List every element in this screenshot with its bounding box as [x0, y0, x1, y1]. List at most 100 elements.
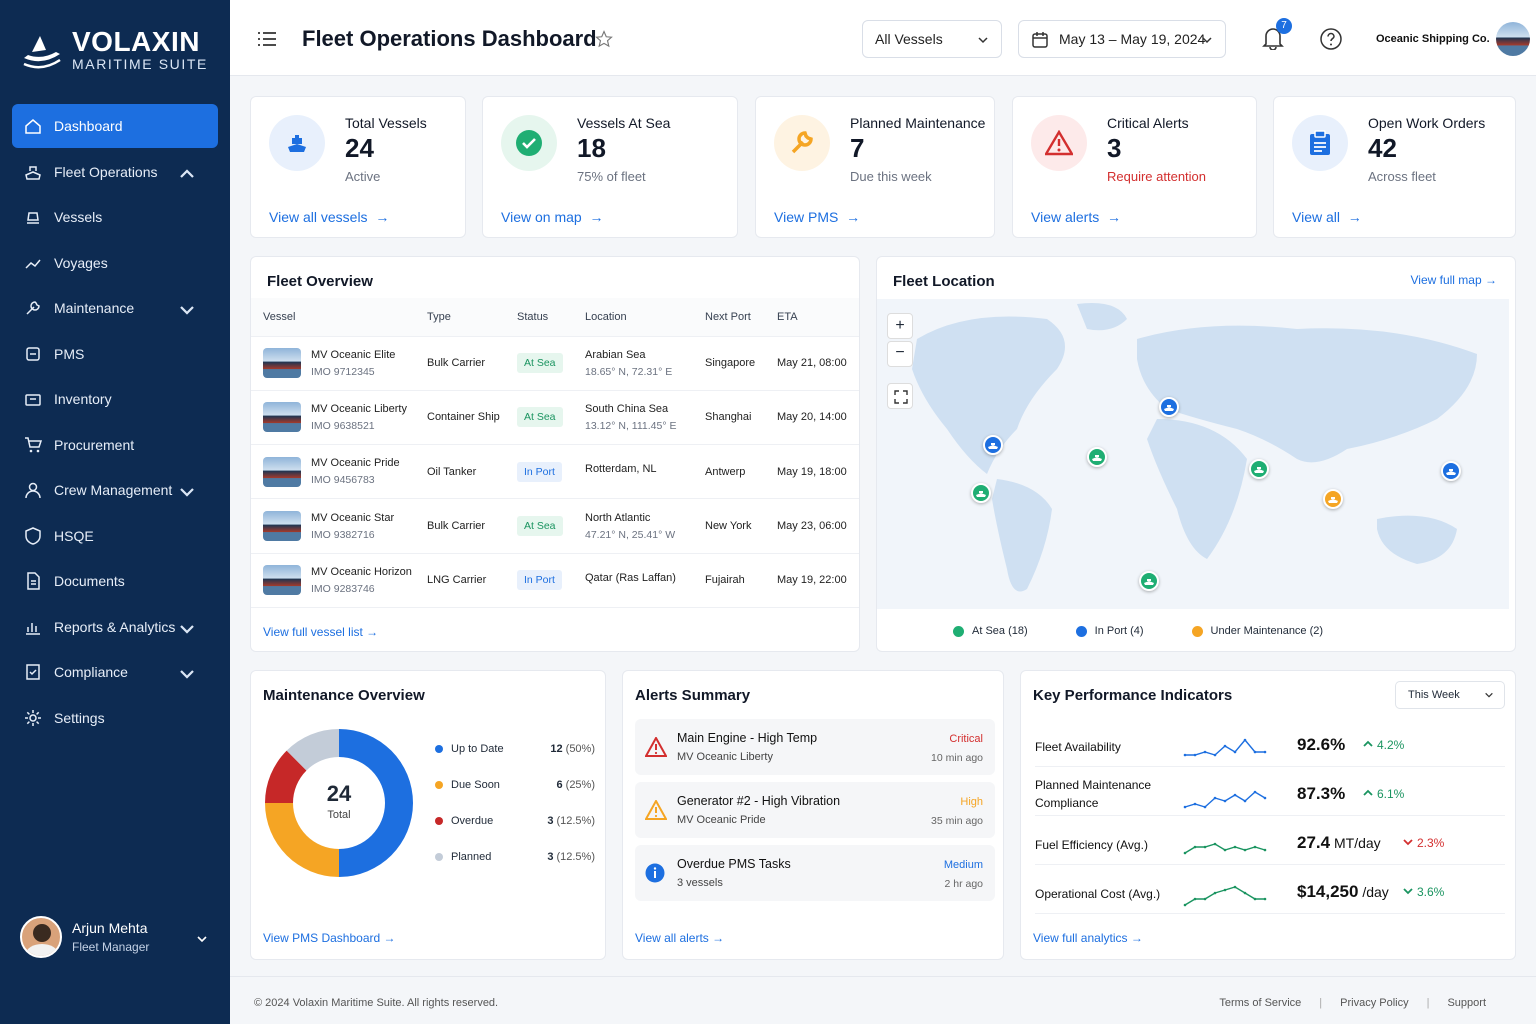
kpi-value: 42 [1368, 133, 1397, 163]
vessel-marker[interactable] [971, 483, 991, 503]
location-cell: Qatar (Ras Laffan) [579, 553, 699, 608]
kpi-row[interactable]: Fleet Availability 92.6% 4.2% [1035, 719, 1505, 767]
kpi-row[interactable]: Fuel Efficiency (Avg.) 27.4 MT/day 2.3% [1035, 817, 1505, 865]
sidebar-item-settings[interactable]: Settings [12, 696, 218, 740]
map-zoom-out-button[interactable]: − [887, 341, 913, 367]
date-range-picker[interactable]: May 13 – May 19, 2024 [1018, 20, 1226, 58]
legend-value: 12 (50%) [550, 743, 595, 755]
table-row[interactable]: MV Oceanic Liberty IMO 9638521 Container S… [251, 390, 859, 446]
kpi-link[interactable]: View on map → [501, 209, 603, 225]
map-zoom-in-button[interactable]: + [887, 313, 913, 339]
kpi-subtext: Across fleet [1368, 169, 1436, 184]
legend-label: At Sea (18) [972, 625, 1028, 637]
donut-segment[interactable] [265, 750, 307, 803]
vessel-marker[interactable] [1159, 397, 1179, 417]
sidebar-item-compliance[interactable]: Compliance [12, 650, 218, 694]
kpi-row-unit: /day [1358, 884, 1389, 900]
view-full-map-link[interactable]: View full map → [1410, 273, 1498, 287]
vessel-marker[interactable] [983, 435, 1003, 455]
sidebar-item-inventory[interactable]: Inventory [12, 377, 218, 421]
avatar [20, 916, 62, 958]
sidebar-item-pms[interactable]: PMS [12, 332, 218, 376]
view-pms-dashboard-link[interactable]: View PMS Dashboard → [263, 931, 396, 945]
menu-icon[interactable] [258, 32, 276, 46]
sidebar-item-vessels[interactable]: Vessels [12, 195, 218, 239]
vessel-marker[interactable] [1139, 571, 1159, 591]
help-icon[interactable] [1320, 28, 1342, 50]
footer-link-terms-of-service[interactable]: Terms of Service [1219, 997, 1302, 1009]
sidebar-item-procurement[interactable]: Procurement [12, 423, 218, 467]
kpi-row-delta: 2.3% [1403, 836, 1444, 850]
vessel-marker[interactable] [1323, 489, 1343, 509]
star-icon[interactable] [595, 30, 613, 48]
column-header[interactable]: Location [579, 298, 699, 337]
crew-icon [24, 481, 54, 499]
alert-subtitle: 3 vessels [677, 877, 723, 889]
vessel-marker[interactable] [1441, 461, 1461, 481]
sidebar-item-hsqe[interactable]: HSQE [12, 514, 218, 558]
sidebar-item-label: Compliance [54, 664, 128, 680]
sidebar-item-reports-analytics[interactable]: Reports & Analytics [12, 605, 218, 649]
vessel-marker[interactable] [1087, 447, 1107, 467]
chevron-up-icon [178, 165, 208, 186]
kpi-subtext: 75% of fleet [577, 169, 646, 184]
donut-segment[interactable] [265, 803, 339, 877]
user-menu[interactable]: Arjun Mehta Fleet Manager [20, 916, 216, 958]
kpi-row[interactable]: Operational Cost (Avg.) $14,250 /day 3.6% [1035, 866, 1505, 914]
vessel-filter-select[interactable]: All Vessels [862, 20, 1002, 58]
column-header[interactable]: Type [421, 298, 511, 337]
company-name[interactable]: Oceanic Shipping Co. [1376, 33, 1490, 45]
kpi-row-number: $14,250 [1297, 882, 1359, 901]
notifications-button[interactable]: 7 [1262, 18, 1292, 52]
map-fullscreen-button[interactable] [887, 383, 913, 409]
vessel-marker[interactable] [1249, 459, 1269, 479]
alert-item[interactable]: Main Engine - High Temp MV Oceanic Libert… [635, 719, 995, 775]
sidebar-item-documents[interactable]: Documents [12, 559, 218, 603]
donut-segment[interactable] [339, 729, 413, 877]
legend-label: Up to Date [451, 743, 504, 755]
column-header[interactable]: Vessel [251, 298, 421, 337]
footer-link-privacy-policy[interactable]: Privacy Policy [1340, 997, 1409, 1009]
table-row[interactable]: MV Oceanic Pride IMO 9456783 Oil Tanker In … [251, 444, 859, 500]
kpi-link[interactable]: View alerts → [1031, 209, 1121, 225]
kpi-link[interactable]: View PMS → [774, 209, 860, 225]
table-row[interactable]: MV Oceanic Star IMO 9382716 Bulk Carrier At… [251, 498, 859, 554]
alert-item[interactable]: Generator #2 - High Vibration MV Oceanic … [635, 782, 995, 838]
view-vessel-list-link[interactable]: View full vessel list → [263, 625, 379, 639]
sidebar-item-dashboard[interactable]: Dashboard [12, 104, 218, 148]
kpi-row[interactable]: Planned Maintenance Compliance 87.3% 6.1% [1035, 768, 1505, 816]
vessel-info: MV Oceanic Pride IMO 9456783 [311, 457, 400, 486]
legend-count: 3 [547, 851, 554, 863]
status-cell: In Port [511, 444, 579, 500]
sidebar-item-maintenance[interactable]: Maintenance [12, 286, 218, 330]
sidebar-item-fleet-operations[interactable]: Fleet Operations [12, 150, 218, 194]
alert-item[interactable]: Overdue PMS Tasks 3 vessels Medium 2 hr ago [635, 845, 995, 901]
sidebar-item-label: Vessels [54, 209, 103, 225]
donut-segment[interactable] [286, 729, 339, 771]
chevron-down-icon [1485, 692, 1493, 698]
arrow-right-icon: → [1099, 209, 1121, 225]
table-row[interactable]: MV Oceanic Horizon IMO 9283746 LNG Carrier… [251, 553, 859, 608]
kpi-link[interactable]: View all → [1292, 209, 1362, 225]
column-header[interactable]: ETA [771, 298, 859, 337]
vessel-name: MV Oceanic Pride [311, 457, 400, 470]
location-cell: North Atlantic 47.21° N, 25.41° W [579, 498, 699, 554]
route-icon [24, 254, 54, 272]
company-avatar[interactable] [1496, 22, 1530, 56]
footer-link-support[interactable]: Support [1447, 997, 1486, 1009]
world-map[interactable] [877, 299, 1509, 609]
alert-title: Main Engine - High Temp [677, 731, 818, 745]
column-header[interactable]: Next Port [699, 298, 771, 337]
kpi-link[interactable]: View all vessels → [269, 209, 389, 225]
shield-icon [24, 526, 54, 545]
sidebar-item-crew-management[interactable]: Crew Management [12, 468, 218, 512]
clipboard-icon [1292, 115, 1348, 171]
column-header[interactable]: Status [511, 298, 579, 337]
brand-logo[interactable]: VOLAXIN MARITIME SUITE [20, 28, 208, 72]
next-port: Shanghai [699, 390, 771, 446]
view-full-analytics-link[interactable]: View full analytics → [1033, 931, 1143, 945]
view-all-alerts-link[interactable]: View all alerts → [635, 931, 725, 945]
table-row[interactable]: MV Oceanic Elite IMO 9712345 Bulk Carrier A… [251, 336, 859, 391]
period-select[interactable]: This Week [1395, 681, 1505, 709]
sidebar-item-voyages[interactable]: Voyages [12, 241, 218, 285]
